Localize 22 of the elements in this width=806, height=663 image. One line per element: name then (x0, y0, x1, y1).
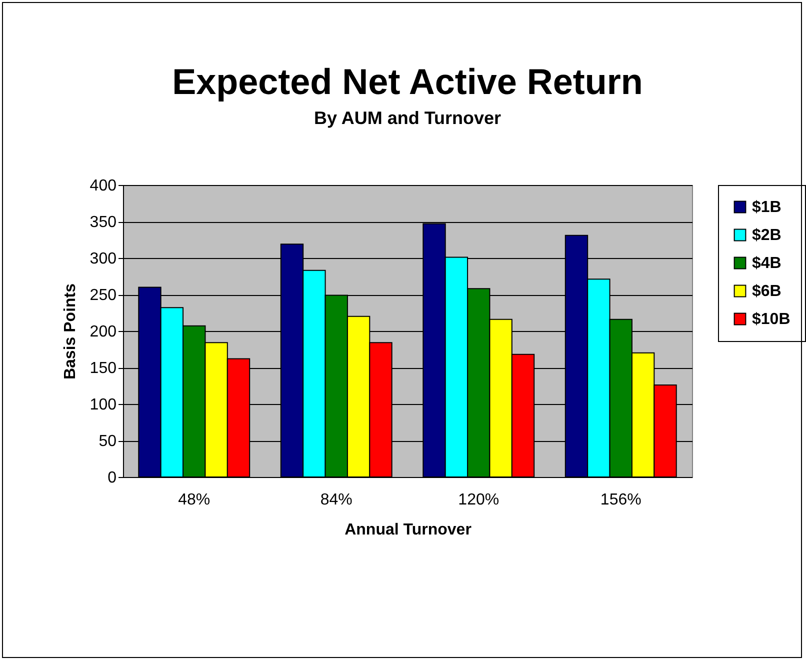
chart-subtitle: By AUM and Turnover (314, 108, 502, 128)
y-tick-label: 350 (90, 214, 117, 231)
x-axis-title: Annual Turnover (344, 522, 472, 538)
y-tick-label: 50 (98, 433, 117, 450)
y-tick-label: 150 (90, 360, 117, 377)
x-tick-label: 48% (178, 492, 210, 508)
legend-label: $2B (752, 227, 782, 244)
legend-label: $1B (752, 199, 782, 216)
x-tick-label: 84% (320, 492, 352, 508)
y-tick-label: 0 (108, 470, 117, 486)
legend-label: $6B (752, 283, 782, 300)
legend-label: $4B (752, 255, 782, 272)
y-tick-label: 100 (90, 396, 117, 414)
chart-title: Expected Net Active Return (172, 61, 643, 102)
y-axis-title: Basis Points (62, 283, 79, 380)
y-tick-label: 250 (90, 287, 117, 304)
y-tick-label: 400 (90, 178, 117, 194)
y-tick-label: 200 (90, 324, 117, 340)
x-tick-label: 156% (600, 492, 642, 508)
y-tick-label: 300 (90, 250, 117, 268)
legend-label: $10B (752, 311, 790, 328)
x-tick-label: 120% (458, 492, 500, 508)
